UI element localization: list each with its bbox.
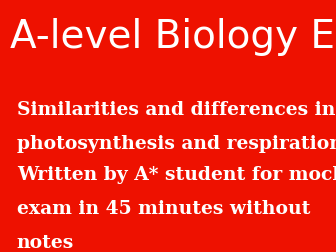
Text: Written by A* student for mock: Written by A* student for mock [17,166,336,184]
Text: exam in 45 minutes without: exam in 45 minutes without [17,200,310,218]
Text: photosynthesis and respiration: photosynthesis and respiration [17,135,336,153]
Text: Similarities and differences in: Similarities and differences in [17,101,335,119]
Text: notes: notes [17,234,74,252]
Text: A-level Biology Essay: A-level Biology Essay [10,18,336,56]
